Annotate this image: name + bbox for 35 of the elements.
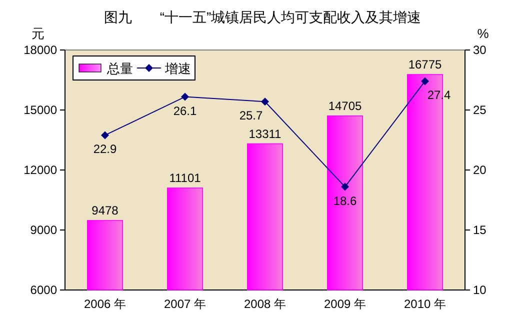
- point: [181, 92, 189, 101]
- y2-tick-label: 15: [473, 223, 487, 237]
- data-label: 13311: [248, 126, 282, 141]
- y-axis-title: 元: [32, 26, 44, 41]
- y-tick-label: 18000: [24, 43, 58, 57]
- point: [261, 98, 269, 106]
- y-tick-label: 6000: [30, 283, 58, 297]
- data-label: 16775: [408, 58, 442, 72]
- x-tick-label: 2008 年: [244, 297, 286, 311]
- x-tick-label: 2007 年: [164, 297, 206, 311]
- data-label: 26.1: [173, 104, 197, 118]
- y2-tick-label: 20: [473, 163, 487, 177]
- y-tick-label: 15000: [24, 103, 58, 117]
- chart-title: 图九 “十一五”城镇居民人均可支配收入及其增速: [104, 9, 422, 25]
- y2-tick-label: 30: [473, 43, 487, 57]
- y2-axis-title: %: [477, 26, 490, 41]
- y2-tick-label: 10: [473, 283, 487, 297]
- data-label: 11101: [169, 170, 202, 185]
- legend-label: 总量: [106, 61, 133, 76]
- legend-label: 增速: [164, 61, 191, 76]
- y-tick-label: 9000: [30, 223, 58, 237]
- x-tick-label: 2006 年: [84, 297, 126, 311]
- data-label: 25.7: [239, 108, 263, 123]
- point: [421, 77, 429, 86]
- y2-tick-label: 25: [473, 103, 487, 117]
- data-label: 22.9: [93, 142, 117, 156]
- x-tick-label: 2010 年: [404, 297, 446, 311]
- data-label: 9478: [92, 203, 119, 218]
- y-tick-label: 12000: [24, 163, 58, 177]
- point: [101, 131, 109, 140]
- data-label: 18.6: [333, 194, 357, 208]
- x-tick-label: 2009 年: [324, 297, 366, 311]
- data-label: 14705: [328, 98, 362, 113]
- data-label: 27.4: [427, 88, 451, 102]
- point: [341, 182, 349, 191]
